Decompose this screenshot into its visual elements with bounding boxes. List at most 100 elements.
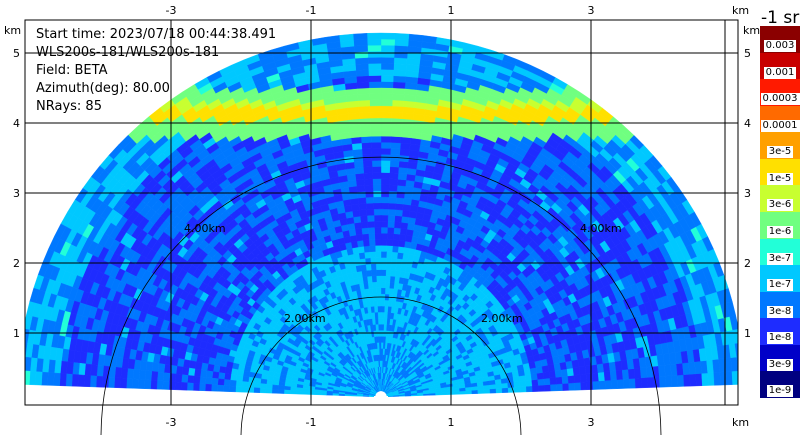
radar-gate — [364, 251, 371, 259]
radar-gate — [399, 142, 411, 151]
radar-gate — [408, 33, 424, 42]
radar-gate — [223, 379, 231, 387]
radar-gate — [380, 251, 387, 258]
radar-gate — [380, 141, 391, 149]
radar-gate — [567, 375, 575, 384]
radar-gate — [25, 370, 31, 385]
radar-gate — [372, 178, 382, 186]
colorbar-level-label: 1e-6 — [766, 226, 794, 239]
radar-gate — [399, 228, 408, 236]
colorbar-level: 3e-8 — [760, 291, 800, 319]
radar-gate — [386, 233, 394, 240]
radar-gate — [380, 269, 387, 276]
colorbar: 0.003 0.001 0.0003 0.0001 3e-5 1e-5 3e-6 1e-6 3e… — [760, 26, 800, 399]
y-tick-label: 3 — [13, 187, 20, 200]
radar-gate — [150, 379, 158, 390]
radar-gate — [235, 386, 243, 393]
colorbar-level-label: 3e-7 — [766, 252, 794, 265]
radar-gate — [737, 370, 738, 376]
radar-gate — [396, 191, 405, 199]
radar-gate — [383, 317, 388, 325]
radar-gate — [394, 209, 403, 217]
radar-gate — [591, 372, 600, 382]
radar-gate — [361, 233, 370, 241]
colorbar-level-label: 1e-5 — [766, 172, 794, 185]
radar-gate — [380, 226, 388, 234]
radar-gate — [375, 269, 382, 276]
radar-gate — [725, 370, 733, 386]
colorbar-level: 1e-7 — [760, 265, 800, 293]
radar-gate — [392, 87, 405, 95]
colorbar-level-label: 1e-9 — [766, 385, 794, 398]
radar-gate — [368, 69, 382, 76]
radar-gate — [371, 166, 382, 173]
radar-gate — [350, 394, 358, 397]
radar-gate — [366, 32, 382, 40]
radar-gate — [373, 208, 382, 216]
radar-gate — [368, 75, 382, 82]
radar-gate — [719, 371, 727, 386]
radar-gate — [371, 160, 382, 167]
radar-gate — [369, 99, 382, 107]
radar-gate — [360, 136, 372, 144]
radar-gate — [394, 39, 409, 47]
radar-gate — [380, 336, 384, 343]
radar-gate — [376, 275, 382, 283]
x-tick-label: -3 — [166, 416, 177, 429]
radar-gate — [211, 371, 220, 379]
info-radar-name: WLS200s-181/WLS200s-181 — [36, 45, 219, 60]
radar-gate — [355, 69, 369, 77]
radar-gate — [390, 148, 401, 156]
range-ring — [240, 296, 522, 435]
radar-gate — [380, 178, 390, 186]
radar-gate — [354, 172, 365, 181]
radar-gate — [224, 373, 232, 381]
colorbar-level: 0.0003 — [760, 79, 800, 107]
ring-label-outer-right: 4.00km — [580, 222, 622, 235]
axis-unit-label: km — [4, 24, 21, 37]
radar-gate — [59, 373, 67, 387]
radar-gate — [524, 374, 532, 381]
radar-gate — [380, 166, 391, 173]
radar-gate — [615, 369, 624, 380]
x-tick-label: -3 — [166, 4, 177, 17]
radar-gate — [65, 373, 73, 387]
radar-gate — [380, 69, 394, 76]
radar-gate — [380, 105, 393, 113]
radar-gate — [560, 368, 569, 377]
radar-gate — [380, 148, 391, 155]
radar-gate — [277, 389, 285, 394]
colorbar-level: 3e-6 — [760, 185, 800, 213]
radar-gate — [371, 141, 382, 149]
radar-gate — [366, 214, 375, 222]
radar-gate — [259, 387, 267, 394]
colorbar-level-label: 0.0001 — [760, 119, 800, 132]
radar-gate — [396, 185, 406, 193]
radar-gate — [380, 135, 392, 143]
radar-gate — [389, 275, 396, 283]
radar-gate — [556, 383, 564, 392]
radar-gate — [621, 369, 630, 380]
radar-gate — [370, 135, 382, 143]
radar-gate — [391, 117, 403, 126]
radar-gate — [53, 372, 61, 386]
radar-gate — [369, 93, 382, 101]
radar-gate — [513, 381, 521, 388]
radar-gate — [622, 378, 630, 389]
radar-gate — [393, 227, 401, 235]
radar-gate — [380, 81, 394, 89]
radar-gate — [598, 380, 606, 390]
radar-gate — [199, 369, 208, 378]
colorbar-level-label: 0.003 — [763, 40, 797, 53]
radar-gate — [392, 81, 406, 89]
radar-gate — [338, 393, 345, 396]
radar-gate — [471, 389, 479, 395]
y-tick-label: 1 — [744, 327, 751, 340]
radar-gate — [388, 287, 394, 295]
radar-gate — [544, 384, 551, 392]
radar-gate — [380, 323, 385, 331]
radar-gate — [393, 69, 407, 77]
radar-gate — [633, 367, 642, 379]
radar-gate — [380, 129, 392, 137]
